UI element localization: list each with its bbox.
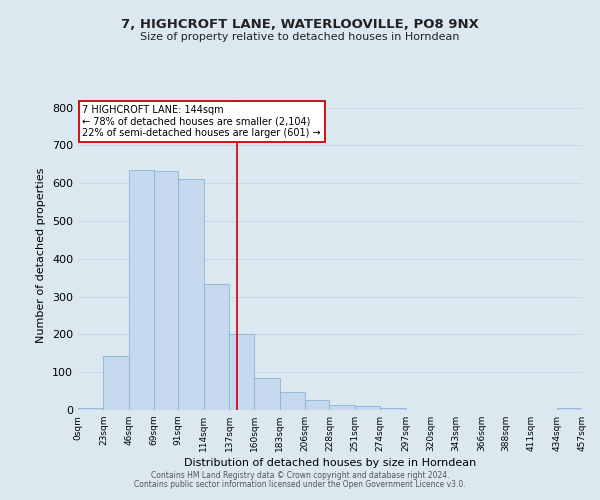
Bar	[103, 356, 129, 410]
Text: 7 HIGHCROFT LANE: 144sqm
← 78% of detached houses are smaller (2,104)
22% of sem: 7 HIGHCROFT LANE: 144sqm ← 78% of detach…	[82, 104, 321, 138]
Bar	[329, 406, 355, 410]
Bar	[178, 180, 204, 410]
Text: Contains HM Land Registry data © Crown copyright and database right 2024.: Contains HM Land Registry data © Crown c…	[151, 471, 449, 480]
Bar	[78, 408, 103, 410]
Bar	[129, 170, 154, 410]
Bar	[154, 171, 178, 410]
Text: Contains public sector information licensed under the Open Government Licence v3: Contains public sector information licen…	[134, 480, 466, 489]
Bar	[557, 408, 582, 410]
Bar	[280, 392, 305, 410]
Text: Size of property relative to detached houses in Horndean: Size of property relative to detached ho…	[140, 32, 460, 42]
Bar	[254, 378, 280, 410]
Y-axis label: Number of detached properties: Number of detached properties	[37, 168, 46, 342]
Bar	[229, 334, 254, 410]
X-axis label: Distribution of detached houses by size in Horndean: Distribution of detached houses by size …	[184, 458, 476, 468]
Text: 7, HIGHCROFT LANE, WATERLOOVILLE, PO8 9NX: 7, HIGHCROFT LANE, WATERLOOVILLE, PO8 9N…	[121, 18, 479, 30]
Bar	[204, 284, 229, 410]
Bar	[305, 400, 329, 410]
Bar	[380, 408, 406, 410]
Bar	[355, 406, 380, 410]
